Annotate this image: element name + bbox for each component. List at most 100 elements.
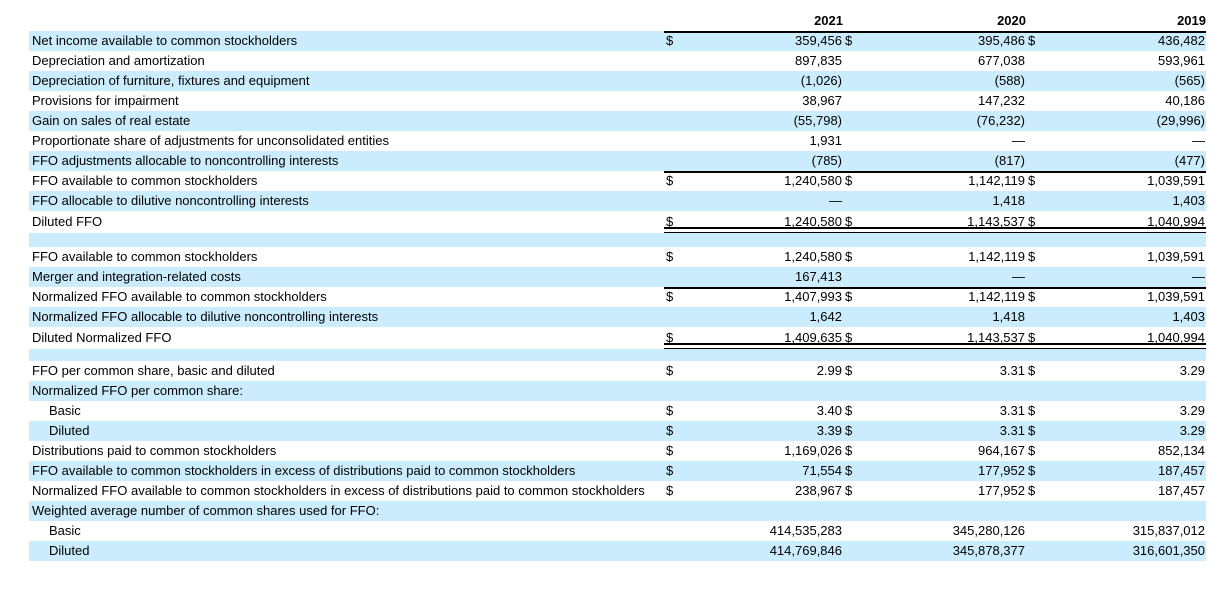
row-label: Diluted FFO <box>29 211 664 233</box>
row-label: Distributions paid to common stockholder… <box>29 441 664 461</box>
row-label: Proportionate share of adjustments for u… <box>29 131 664 151</box>
currency-2019: $ <box>1026 171 1042 191</box>
value-2020 <box>859 381 1026 401</box>
row-label: Weighted average number of common shares… <box>29 501 664 521</box>
value-2020: 345,878,377 <box>859 541 1026 561</box>
table-row: Normalized FFO allocable to dilutive non… <box>29 307 1206 327</box>
value-2020: 1,143,537 <box>859 211 1026 233</box>
value-2021: 167,413 <box>680 267 843 287</box>
table-row-total: Diluted Normalized FFO $ 1,409,635 $ 1,1… <box>29 327 1206 349</box>
currency-2021: $ <box>664 171 680 191</box>
row-label: Depreciation and amortization <box>29 51 664 71</box>
spacer-cell <box>859 349 1026 361</box>
currency-2019: $ <box>1026 287 1042 307</box>
value-2020: 147,232 <box>859 91 1026 111</box>
currency-2020: $ <box>843 461 859 481</box>
spacer-cell <box>1026 233 1042 247</box>
table-header-row: 2021 2020 2019 <box>29 10 1206 31</box>
table-row: FFO allocable to dilutive noncontrolling… <box>29 191 1206 211</box>
row-label: Provisions for impairment <box>29 91 664 111</box>
column-header-2019: 2019 <box>1177 13 1206 28</box>
row-label: Normalized FFO available to common stock… <box>29 481 664 501</box>
table-row-subtotal: Normalized FFO available to common stock… <box>29 287 1206 307</box>
table-row: Gain on sales of real estate (55,798) (7… <box>29 111 1206 131</box>
header-label-blank <box>29 10 664 31</box>
currency-2019: $ <box>1026 401 1042 421</box>
currency-2019: $ <box>1026 31 1042 51</box>
currency-2021: $ <box>664 287 680 307</box>
table-row: FFO per common share, basic and diluted … <box>29 361 1206 381</box>
table-row: FFO available to common stockholders in … <box>29 461 1206 481</box>
currency-2019 <box>1026 501 1042 521</box>
currency-2021 <box>664 267 680 287</box>
table-row: FFO available to common stockholders $ 1… <box>29 247 1206 267</box>
currency-2019 <box>1026 307 1042 327</box>
value-2019: 436,482 <box>1042 31 1206 51</box>
table-row-section-heading: Normalized FFO per common share: <box>29 381 1206 401</box>
value-2019: 1,039,591 <box>1042 287 1206 307</box>
value-2019: — <box>1042 267 1206 287</box>
value-2020: 677,038 <box>859 51 1026 71</box>
value-2019: (565) <box>1042 71 1206 91</box>
value-2021: 1,642 <box>680 307 843 327</box>
currency-2019: $ <box>1026 247 1042 267</box>
spacer-cell <box>680 349 843 361</box>
currency-2020 <box>843 381 859 401</box>
spacer-cell <box>1026 349 1042 361</box>
currency-2020 <box>843 111 859 131</box>
currency-2020: $ <box>843 287 859 307</box>
row-label: Diluted <box>29 421 664 441</box>
spacer-cell <box>859 233 1026 247</box>
value-2020: 3.31 <box>859 401 1026 421</box>
currency-2020 <box>843 307 859 327</box>
value-2019: 1,040,994 <box>1042 211 1206 233</box>
table-row: Net income available to common stockhold… <box>29 31 1206 51</box>
row-label: Basic <box>29 521 664 541</box>
currency-2021 <box>664 91 680 111</box>
header-spacer-2021 <box>664 10 680 31</box>
spacer-cell <box>29 349 664 361</box>
currency-2020: $ <box>843 481 859 501</box>
currency-2020: $ <box>843 211 859 233</box>
value-2021: (55,798) <box>680 111 843 131</box>
column-header-2021: 2021 <box>814 13 843 28</box>
value-2019: 3.29 <box>1042 421 1206 441</box>
row-label: Normalized FFO per common share: <box>29 381 664 401</box>
table-row: Diluted 414,769,846 345,878,377 316,601,… <box>29 541 1206 561</box>
value-2019: 1,039,591 <box>1042 247 1206 267</box>
row-label: FFO available to common stockholders <box>29 171 664 191</box>
table-row: FFO adjustments allocable to noncontroll… <box>29 151 1206 171</box>
value-2020: — <box>859 131 1026 151</box>
currency-2021 <box>664 521 680 541</box>
value-2021: 1,240,580 <box>680 247 843 267</box>
value-2020: 395,486 <box>859 31 1026 51</box>
currency-2021 <box>664 111 680 131</box>
value-2021: 1,931 <box>680 131 843 151</box>
value-2021: 897,835 <box>680 51 843 71</box>
currency-2020 <box>843 191 859 211</box>
row-label: Net income available to common stockhold… <box>29 31 664 51</box>
spacer-cell <box>843 349 859 361</box>
table-row: Basic $ 3.40 $ 3.31 $ 3.29 <box>29 401 1206 421</box>
value-2021: 38,967 <box>680 91 843 111</box>
table-row-subtotal: FFO available to common stockholders $ 1… <box>29 171 1206 191</box>
value-2020: 177,952 <box>859 461 1026 481</box>
currency-2021: $ <box>664 327 680 349</box>
currency-2019 <box>1026 191 1042 211</box>
value-2021: 1,240,580 <box>680 171 843 191</box>
currency-2020: $ <box>843 327 859 349</box>
ffo-reconciliation-table: 2021 2020 2019 Net income available to c… <box>29 10 1206 561</box>
value-2019: 852,134 <box>1042 441 1206 461</box>
value-2019: 1,039,591 <box>1042 171 1206 191</box>
value-2019: 1,403 <box>1042 191 1206 211</box>
value-2021: 1,407,993 <box>680 287 843 307</box>
value-2021: 414,769,846 <box>680 541 843 561</box>
currency-2019 <box>1026 91 1042 111</box>
spacer-cell <box>843 233 859 247</box>
value-2020: 1,142,119 <box>859 171 1026 191</box>
currency-2019 <box>1026 51 1042 71</box>
value-2021: 1,240,580 <box>680 211 843 233</box>
value-2020: (588) <box>859 71 1026 91</box>
currency-2021 <box>664 51 680 71</box>
currency-2019 <box>1026 381 1042 401</box>
